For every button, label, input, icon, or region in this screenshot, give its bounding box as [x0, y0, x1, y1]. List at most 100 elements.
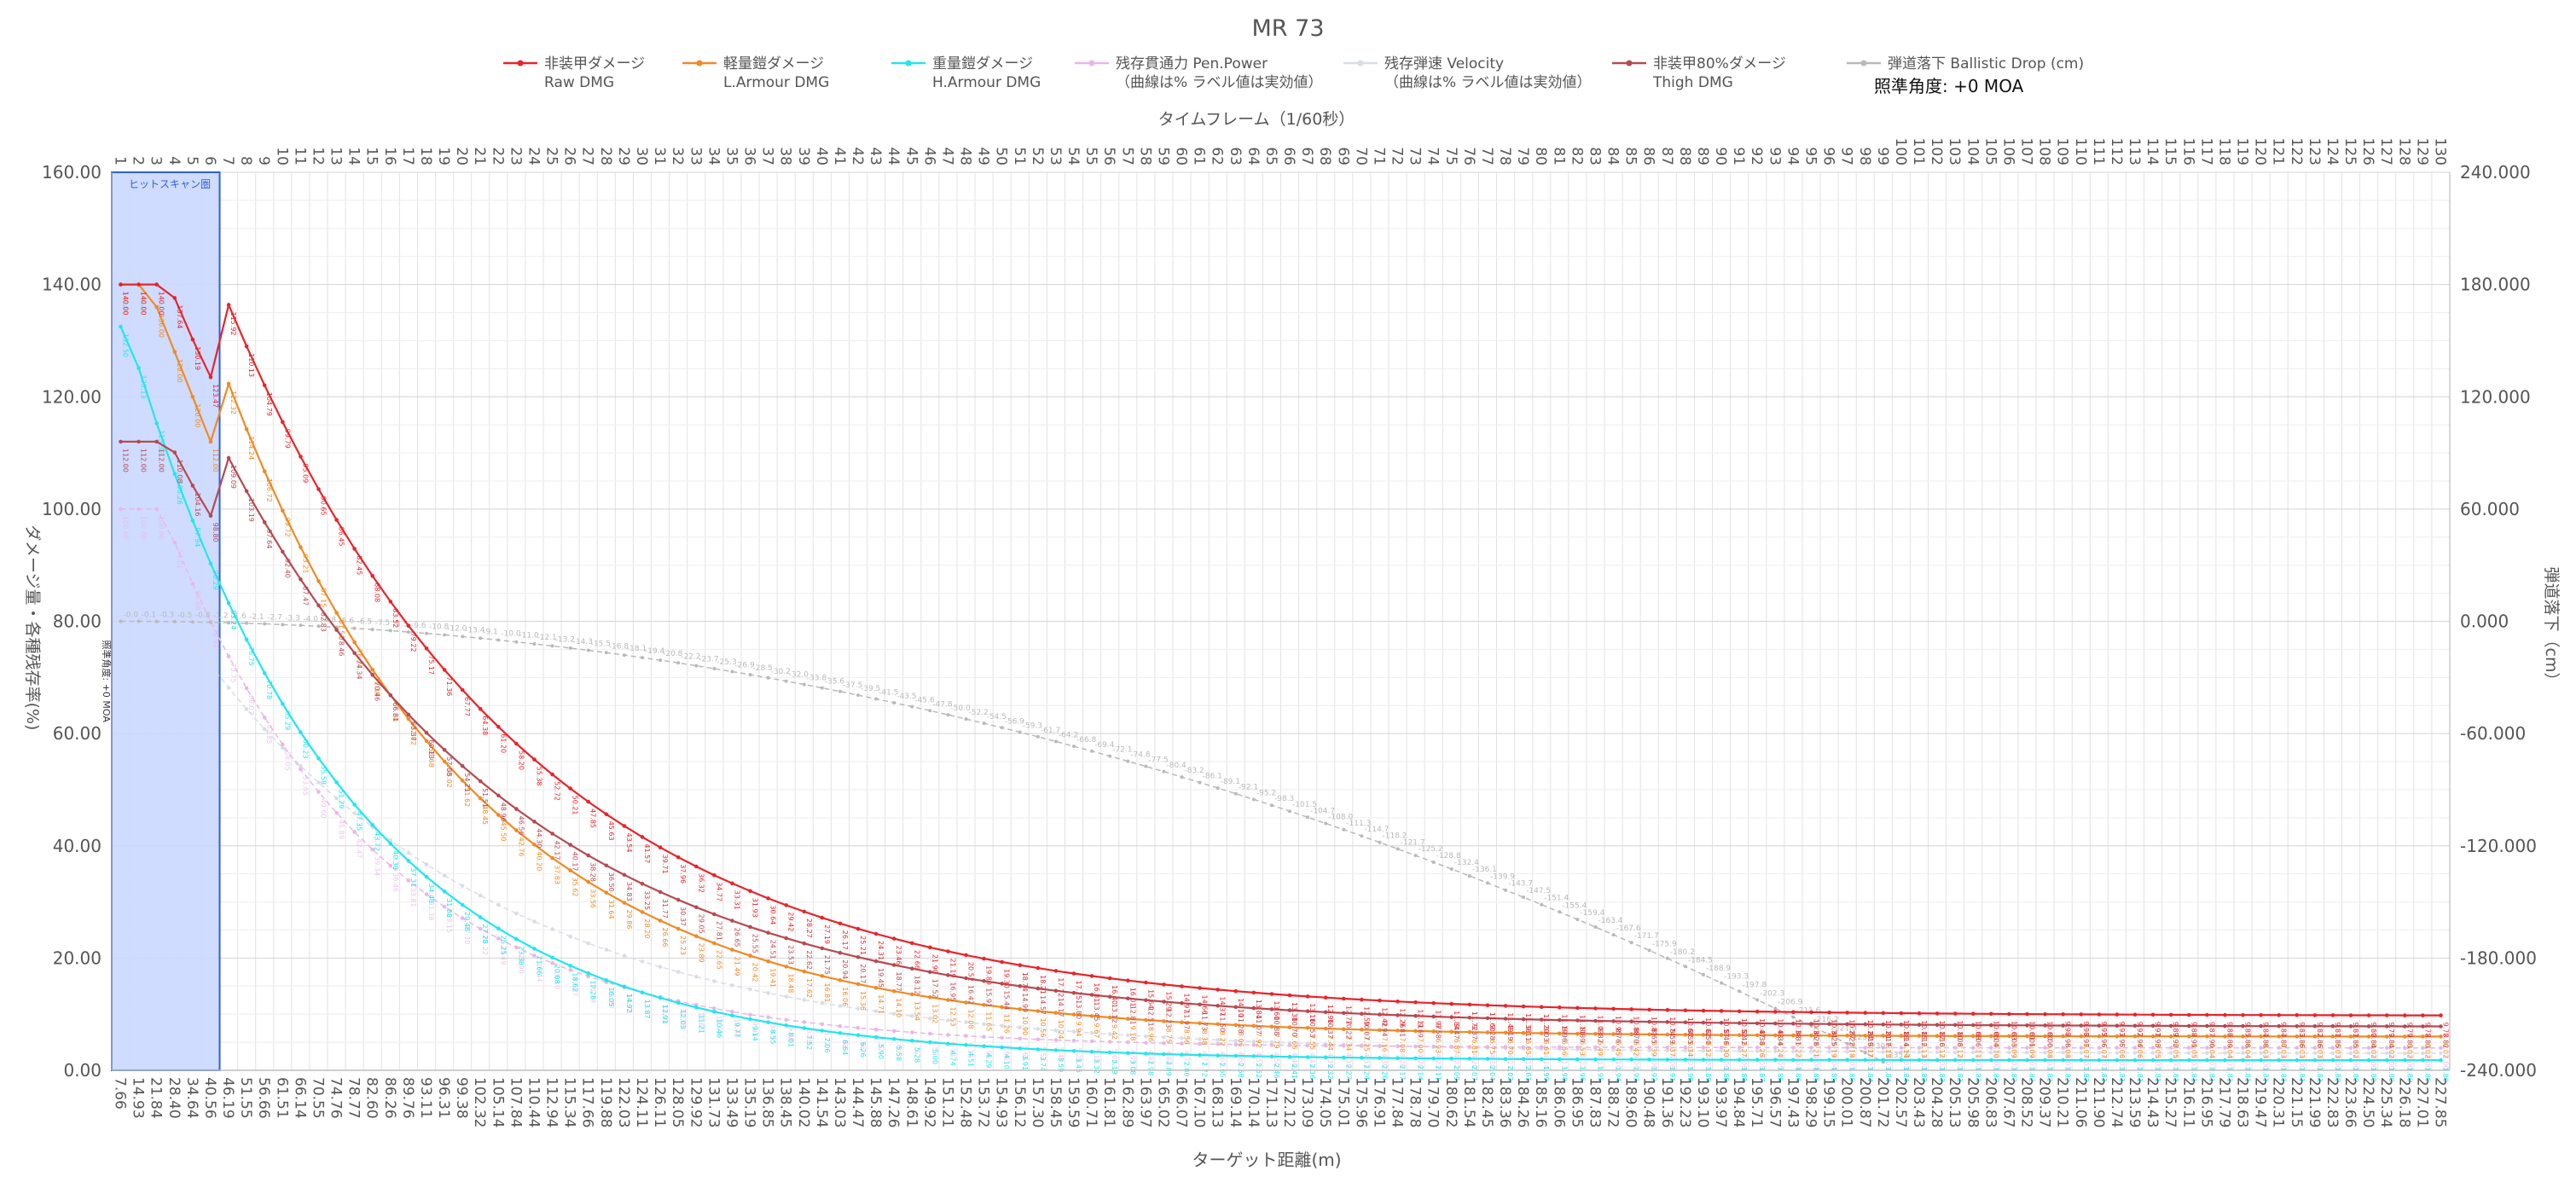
- data-point-raw: [2366, 1013, 2371, 1017]
- data-point-thigh: [172, 450, 177, 455]
- data-point-raw: [1000, 959, 1004, 965]
- data-label-light: 45.50: [499, 822, 507, 842]
- data-point-light: [1180, 1020, 1184, 1024]
- y-tick-label: 0.00: [63, 1060, 102, 1081]
- top-tick-label: 103: [1946, 138, 1963, 165]
- top-tick-label: 39: [795, 147, 812, 165]
- data-label-raw: 13.84: [1255, 1000, 1262, 1019]
- data-point-heavy: [1952, 1058, 1958, 1063]
- data-point-raw: [281, 420, 285, 425]
- legend-marker-raw: [517, 60, 524, 67]
- data-point-heavy: [873, 1034, 879, 1040]
- data-point-pen: [1683, 1045, 1688, 1050]
- data-point-raw: [1899, 1011, 1904, 1016]
- data-label-raw: 30.64: [769, 905, 777, 924]
- data-point-pen: [1952, 1046, 1958, 1050]
- data-point-light: [1647, 1032, 1651, 1037]
- data-label-drop: -32.0: [789, 671, 809, 680]
- data-point-drop: [982, 721, 986, 726]
- data-point-drop: [1036, 734, 1040, 739]
- data-point-heavy: [1233, 1053, 1239, 1058]
- legend-sublabel-pen: （曲線は% ラベル値は実効値）: [1116, 74, 1323, 91]
- series-line-heavy: [119, 326, 2441, 1062]
- data-label-pen: 4.08: [1668, 1054, 1676, 1069]
- x-tick-label: 163.97: [1136, 1077, 1153, 1127]
- data-point-light: [2043, 1034, 2047, 1039]
- data-label-raw: 11.60: [1488, 1012, 1496, 1032]
- data-point-light: [1629, 1032, 1633, 1036]
- data-label-drop: -0.8: [195, 611, 211, 620]
- data-point-raw: [1431, 1000, 1436, 1005]
- x-tick-label: 171.13: [1262, 1077, 1279, 1127]
- data-label-light: 6.02: [2370, 1043, 2377, 1058]
- data-point-raw: [784, 903, 788, 907]
- top-tick-label: 72: [1389, 147, 1406, 165]
- data-label-drop: -10.0: [501, 630, 521, 639]
- data-label-pen: 4.26: [1417, 1053, 1424, 1069]
- data-point-pen: [2150, 1046, 2155, 1050]
- data-label-heavy: 2.41: [1291, 1063, 1298, 1079]
- data-point-raw: [208, 374, 213, 380]
- data-point-light: [190, 395, 195, 399]
- data-point-drop: [461, 635, 465, 639]
- data-label-drop: -28.5: [753, 664, 773, 673]
- data-label-raw: 9.87: [2208, 1022, 2215, 1037]
- data-point-drop: [1522, 895, 1526, 900]
- top-tick-label: 123: [2306, 138, 2323, 165]
- data-point-thigh: [2025, 1023, 2029, 1028]
- data-point-heavy: [1791, 1058, 1796, 1063]
- data-point-thigh: [1342, 1011, 1346, 1016]
- data-label-drop: -108.0: [1328, 814, 1353, 822]
- data-label-drop: -41.5: [879, 689, 898, 698]
- x-tick-label: 176.91: [1371, 1077, 1388, 1127]
- data-label-pen: 5.52: [1039, 1046, 1047, 1062]
- data-point-light: [1215, 1022, 1220, 1027]
- data-point-pen: [1593, 1045, 1598, 1050]
- data-point-raw: [1593, 1006, 1598, 1011]
- data-point-light: [442, 759, 447, 764]
- data-point-pen: [550, 961, 554, 965]
- data-label-drop: -9.6: [411, 622, 426, 630]
- x-tick-label: 201.72: [1874, 1077, 1891, 1127]
- data-point-light: [873, 985, 879, 990]
- top-tick-label: 121: [2270, 138, 2287, 165]
- data-point-thigh: [676, 897, 681, 902]
- data-point-heavy: [208, 561, 213, 566]
- data-label-heavy: 125.13: [140, 375, 148, 399]
- data-point-pen: [1233, 1042, 1239, 1046]
- data-point-thigh: [334, 628, 339, 632]
- data-label-heavy: 1.81: [2208, 1067, 2215, 1082]
- top-tick-label: 44: [885, 147, 902, 165]
- data-label-raw: 9.81: [2352, 1023, 2359, 1038]
- data-label-pen: 4.04: [1813, 1054, 1820, 1069]
- data-point-thigh: [2277, 1023, 2281, 1029]
- series-line-raw: [120, 283, 2441, 1017]
- x-tick-label: 70.55: [310, 1077, 327, 1119]
- data-label-raw: 29.42: [787, 912, 795, 931]
- data-label-drop: -69.4: [1094, 741, 1115, 750]
- data-label-heavy: 2.02: [1506, 1066, 1514, 1081]
- data-point-thigh: [2439, 1024, 2443, 1029]
- x-tick-label: 138.45: [777, 1077, 794, 1127]
- data-point-heavy: [1089, 1049, 1094, 1054]
- data-point-light: [1269, 1024, 1274, 1029]
- top-tick-label: 31: [651, 147, 668, 165]
- data-point-thigh: [1719, 1021, 1724, 1025]
- data-label-raw: 130.19: [194, 346, 201, 370]
- data-point-pen: [2241, 1046, 2245, 1050]
- data-point-vel: [208, 663, 213, 668]
- data-label-pen: 4.03: [1884, 1055, 1892, 1070]
- x-tick-label: 144.47: [849, 1077, 866, 1127]
- data-label-light: 93.21: [301, 554, 309, 574]
- top-tick-label: 128: [2395, 138, 2412, 165]
- data-point-heavy: [820, 1029, 825, 1033]
- data-label-heavy: 5.58: [895, 1046, 902, 1061]
- data-label-light: 42.76: [517, 837, 525, 857]
- data-point-drop: [496, 638, 501, 642]
- data-point-pen: [2312, 1046, 2318, 1050]
- x-tick-label: 223.66: [2341, 1077, 2358, 1127]
- data-point-vel: [2312, 1051, 2318, 1056]
- data-label-thigh: 104.16: [194, 493, 201, 517]
- data-label-light: 6.02: [2352, 1043, 2359, 1058]
- data-point-heavy: [802, 1026, 807, 1030]
